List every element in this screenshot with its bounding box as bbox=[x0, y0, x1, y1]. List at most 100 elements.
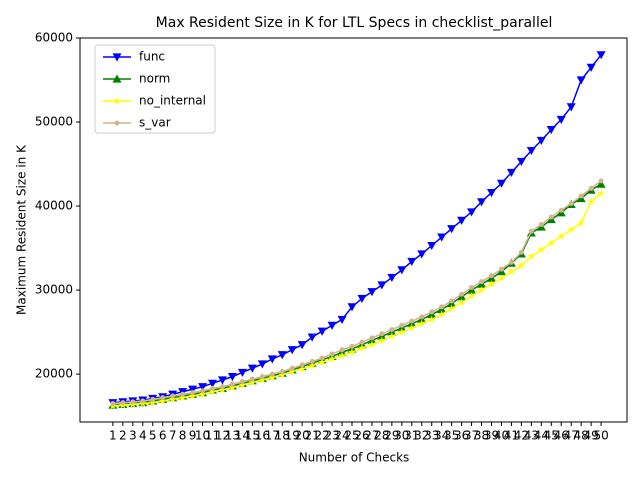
data-point bbox=[278, 370, 287, 379]
x-axis-label: Number of Checks bbox=[299, 451, 410, 465]
data-point bbox=[150, 396, 156, 402]
x-tick-label: 16 bbox=[255, 429, 270, 443]
x-tick-label: 34 bbox=[434, 429, 449, 443]
data-point bbox=[267, 355, 277, 364]
data-point bbox=[237, 368, 247, 377]
x-tick-label: 20 bbox=[295, 429, 310, 443]
data-point bbox=[307, 333, 317, 342]
data-point bbox=[289, 365, 295, 371]
x-tick-label: 33 bbox=[424, 429, 439, 443]
x-tick-label: 47 bbox=[564, 429, 579, 443]
x-tick-label: 13 bbox=[225, 429, 240, 443]
data-point bbox=[319, 355, 325, 361]
data-point bbox=[378, 336, 386, 344]
data-point bbox=[227, 373, 237, 382]
data-point bbox=[389, 327, 395, 333]
data-point bbox=[188, 391, 197, 400]
data-point bbox=[317, 327, 327, 336]
data-point bbox=[479, 279, 485, 285]
data-point bbox=[518, 249, 524, 255]
x-tick-label: 9 bbox=[189, 429, 197, 443]
data-point bbox=[567, 225, 576, 233]
data-point bbox=[498, 266, 504, 272]
data-point bbox=[279, 369, 285, 375]
data-point bbox=[577, 218, 585, 227]
data-point bbox=[437, 310, 446, 318]
x-tick-label: 22 bbox=[314, 429, 329, 443]
data-point bbox=[547, 239, 556, 247]
x-tick-label: 11 bbox=[205, 429, 220, 443]
data-point bbox=[148, 398, 157, 406]
data-point bbox=[218, 386, 227, 394]
data-point bbox=[596, 51, 606, 60]
data-point bbox=[447, 225, 457, 234]
x-tick-label: 18 bbox=[275, 429, 290, 443]
data-point bbox=[407, 257, 417, 267]
data-point bbox=[597, 189, 605, 197]
x-tick-label: 40 bbox=[494, 429, 509, 443]
data-point bbox=[546, 125, 556, 135]
data-point bbox=[449, 298, 455, 304]
x-tick-label: 41 bbox=[504, 429, 519, 443]
data-point bbox=[457, 216, 467, 225]
data-point bbox=[229, 381, 235, 387]
data-point bbox=[586, 63, 596, 72]
data-point bbox=[188, 385, 198, 394]
data-point bbox=[338, 351, 346, 359]
chart-title: Max Resident Size in K for LTL Specs in … bbox=[156, 15, 553, 31]
x-tick-label: 45 bbox=[544, 429, 559, 443]
plot-area bbox=[108, 51, 606, 410]
data-point bbox=[277, 351, 287, 360]
data-point bbox=[397, 266, 407, 275]
data-point bbox=[298, 365, 306, 373]
data-point bbox=[417, 250, 427, 259]
x-tick-label: 29 bbox=[384, 429, 399, 443]
x-tick-label: 43 bbox=[524, 429, 539, 443]
data-point bbox=[287, 346, 297, 355]
data-point bbox=[269, 371, 275, 377]
x-tick-label: 36 bbox=[454, 429, 469, 443]
data-point bbox=[477, 198, 487, 207]
data-point bbox=[359, 339, 365, 345]
legend-label: func bbox=[139, 50, 165, 64]
data-point bbox=[170, 393, 176, 399]
x-tick-label: 39 bbox=[484, 429, 499, 443]
x-tick-label: 6 bbox=[159, 429, 167, 443]
data-point bbox=[178, 393, 187, 401]
data-point bbox=[508, 259, 514, 265]
data-point bbox=[238, 381, 247, 389]
legend-marker bbox=[113, 97, 121, 105]
y-tick-label: 40000 bbox=[35, 199, 73, 213]
legend-box bbox=[94, 44, 216, 134]
data-point bbox=[130, 399, 136, 405]
data-point bbox=[457, 298, 466, 306]
data-point bbox=[469, 285, 475, 291]
data-point bbox=[369, 335, 375, 341]
x-tick-label: 19 bbox=[285, 429, 300, 443]
data-point bbox=[259, 374, 265, 380]
y-tick-label: 30000 bbox=[35, 283, 73, 297]
data-point bbox=[210, 385, 216, 391]
legend-marker bbox=[114, 120, 120, 126]
data-point bbox=[239, 379, 245, 385]
x-tick-label: 49 bbox=[583, 429, 598, 443]
data-point bbox=[160, 395, 166, 401]
data-point bbox=[297, 341, 307, 350]
data-point bbox=[168, 395, 177, 403]
legend-label: norm bbox=[139, 72, 170, 86]
data-point bbox=[488, 273, 494, 279]
data-point bbox=[327, 321, 337, 330]
data-point bbox=[337, 315, 347, 324]
data-point bbox=[437, 233, 447, 242]
data-point bbox=[459, 291, 465, 297]
data-point bbox=[388, 332, 396, 340]
data-point bbox=[578, 193, 584, 199]
legend-label: no_internal bbox=[139, 94, 206, 108]
data-point bbox=[486, 189, 496, 198]
data-point bbox=[409, 318, 415, 324]
x-tick-label: 25 bbox=[344, 429, 359, 443]
data-point bbox=[538, 222, 544, 228]
x-tick-label: 14 bbox=[235, 429, 250, 443]
x-tick-label: 10 bbox=[195, 429, 210, 443]
data-point bbox=[198, 390, 207, 398]
